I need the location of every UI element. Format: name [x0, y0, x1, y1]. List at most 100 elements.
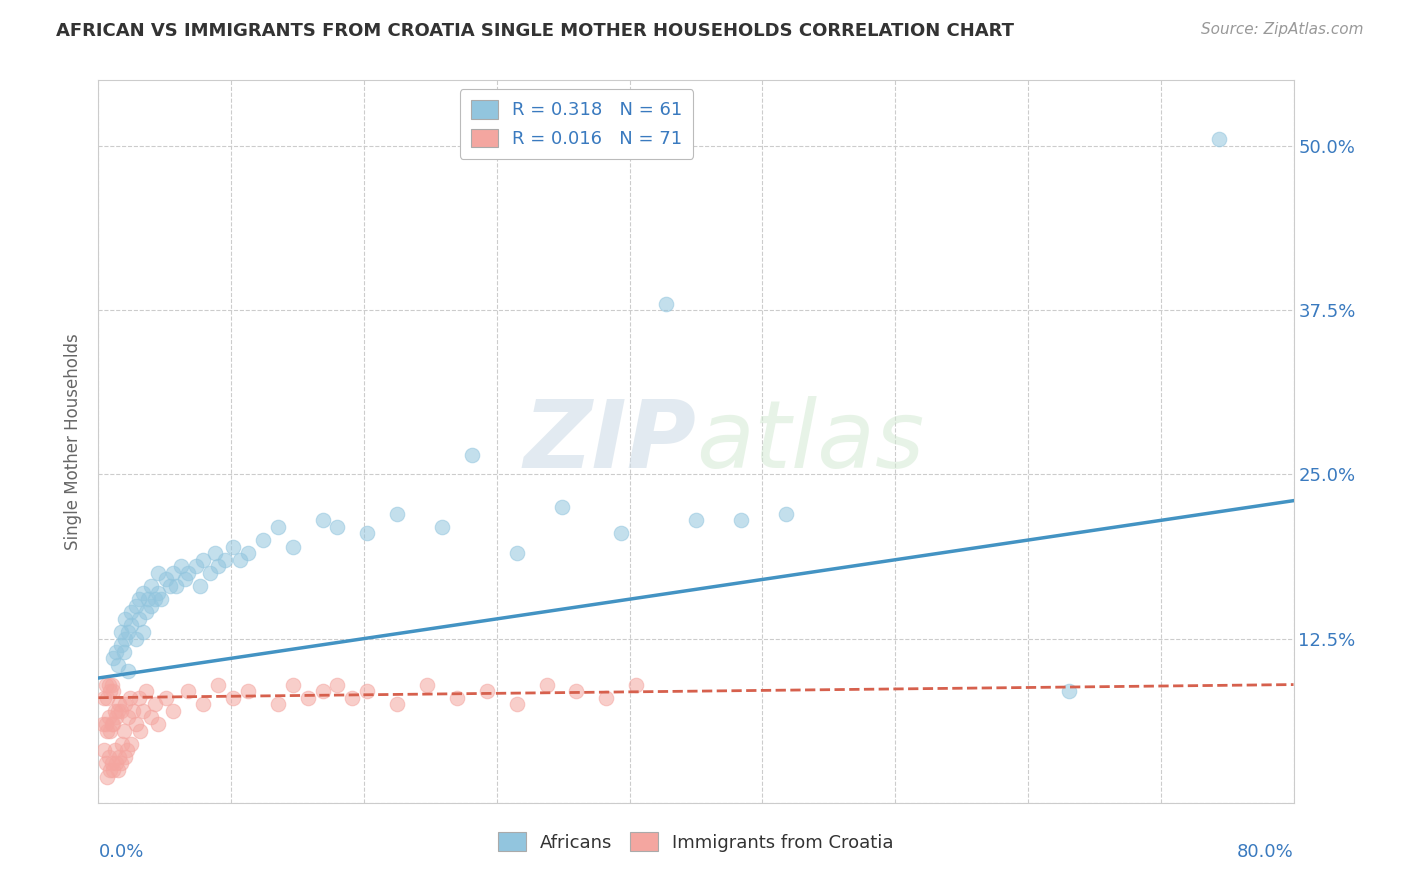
Point	[204, 546, 226, 560]
Point	[105, 756, 128, 771]
Point	[136, 592, 159, 607]
Point	[326, 677, 349, 691]
Point	[105, 710, 128, 724]
Point	[114, 632, 136, 646]
Point	[96, 690, 118, 705]
Point	[281, 540, 304, 554]
Point	[103, 717, 125, 731]
Point	[110, 704, 132, 718]
Point	[132, 625, 155, 640]
Point	[155, 690, 177, 705]
Point	[311, 513, 333, 527]
Point	[135, 605, 157, 619]
Point	[159, 579, 181, 593]
Point	[120, 737, 142, 751]
Point	[107, 657, 129, 672]
Point	[356, 526, 378, 541]
Point	[105, 645, 128, 659]
Point	[117, 710, 139, 724]
Point	[128, 690, 150, 705]
Point	[101, 677, 124, 691]
Point	[174, 573, 197, 587]
Point	[114, 698, 136, 712]
Point	[101, 717, 124, 731]
Point	[112, 645, 135, 659]
Text: 0.0%: 0.0%	[98, 843, 143, 861]
Point	[162, 704, 184, 718]
Point	[342, 690, 364, 705]
Point	[143, 592, 166, 607]
Point	[148, 585, 170, 599]
Point	[117, 665, 139, 679]
Text: Source: ZipAtlas.com: Source: ZipAtlas.com	[1201, 22, 1364, 37]
Point	[128, 592, 150, 607]
Point	[222, 690, 245, 705]
Point	[565, 684, 588, 698]
Point	[108, 698, 131, 712]
Point	[169, 559, 191, 574]
Point	[150, 592, 173, 607]
Point	[162, 566, 184, 580]
Point	[184, 559, 207, 574]
Text: ZIP: ZIP	[523, 395, 696, 488]
Point	[132, 585, 155, 599]
Point	[107, 763, 129, 777]
Point	[297, 690, 319, 705]
Point	[191, 698, 214, 712]
Point	[103, 684, 125, 698]
Point	[188, 579, 211, 593]
Point	[120, 618, 142, 632]
Point	[104, 704, 127, 718]
Point	[356, 684, 378, 698]
Point	[139, 710, 162, 724]
Point	[91, 717, 114, 731]
Point	[506, 546, 529, 560]
Point	[111, 737, 134, 751]
Point	[118, 690, 141, 705]
Point	[191, 553, 214, 567]
Point	[104, 743, 127, 757]
Point	[96, 770, 118, 784]
Point	[207, 677, 229, 691]
Point	[98, 684, 122, 698]
Point	[385, 507, 409, 521]
Point	[685, 513, 707, 527]
Point	[114, 612, 136, 626]
Point	[108, 749, 131, 764]
Point	[207, 559, 229, 574]
Point	[326, 520, 349, 534]
Point	[135, 684, 157, 698]
Point	[98, 763, 122, 777]
Point	[595, 690, 617, 705]
Point	[311, 684, 333, 698]
Point	[229, 553, 252, 567]
Point	[143, 698, 166, 712]
Point	[121, 704, 143, 718]
Point	[98, 723, 122, 738]
Point	[775, 507, 797, 521]
Point	[416, 677, 439, 691]
Point	[177, 684, 200, 698]
Point	[165, 579, 187, 593]
Point	[610, 526, 633, 541]
Point	[125, 632, 148, 646]
Point	[93, 690, 115, 705]
Point	[214, 553, 236, 567]
Point	[461, 448, 484, 462]
Point	[139, 599, 162, 613]
Point	[222, 540, 245, 554]
Text: atlas: atlas	[696, 396, 924, 487]
Point	[1208, 132, 1230, 146]
Point	[267, 698, 290, 712]
Point	[506, 698, 529, 712]
Point	[475, 684, 498, 698]
Point	[101, 756, 124, 771]
Point	[155, 573, 177, 587]
Point	[125, 599, 148, 613]
Point	[446, 690, 468, 705]
Point	[536, 677, 558, 691]
Point	[550, 500, 572, 515]
Point	[103, 651, 125, 665]
Point	[655, 296, 678, 310]
Text: AFRICAN VS IMMIGRANTS FROM CROATIA SINGLE MOTHER HOUSEHOLDS CORRELATION CHART: AFRICAN VS IMMIGRANTS FROM CROATIA SINGL…	[56, 22, 1014, 40]
